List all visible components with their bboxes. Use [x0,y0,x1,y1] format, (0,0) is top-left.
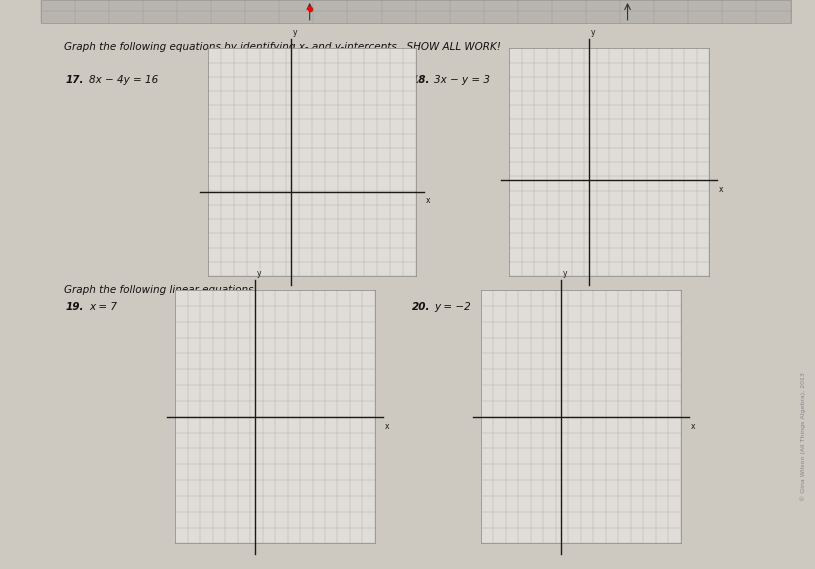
Text: 20.: 20. [412,302,430,312]
Text: x: x [385,422,390,431]
Text: © Gina Wilson (All Things Algebra), 2013: © Gina Wilson (All Things Algebra), 2013 [800,372,805,501]
Text: x = 7: x = 7 [89,302,117,312]
Text: 8x − 4y = 16: 8x − 4y = 16 [89,75,158,85]
Text: x: x [719,185,724,194]
Text: 3x − y = 3: 3x − y = 3 [434,75,491,85]
Text: 19.: 19. [65,302,84,312]
Text: y: y [562,269,567,278]
Text: y: y [293,28,297,37]
Text: y: y [257,269,262,278]
Text: y: y [591,28,596,37]
Text: 17.: 17. [65,75,84,85]
Text: x: x [426,196,430,205]
Text: y = −2: y = −2 [434,302,471,312]
Text: Graph the following equations by identifying x- and y-intercepts.  SHOW ALL WORK: Graph the following equations by identif… [64,42,501,52]
Text: 18.: 18. [412,75,430,85]
Text: x: x [690,422,695,431]
Bar [41,0,791,23]
Text: Graph the following linear equations:: Graph the following linear equations: [64,285,258,295]
